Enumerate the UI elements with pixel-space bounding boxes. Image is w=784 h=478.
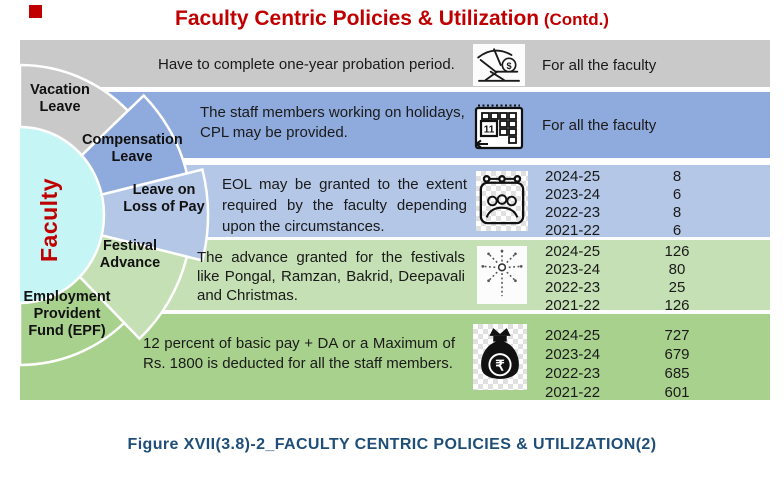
stat-year: 2023-24 [545,346,601,363]
row-4-description: The advance granted for the festivals li… [197,249,465,304]
stat-value: 6 [672,186,682,203]
stat-value: 25 [668,279,686,296]
wedge-label-festival-advance: Festival Advance [99,238,161,271]
calendar-grid-icon: 11 [469,99,527,153]
stat-year: 2024-25 [545,243,601,260]
wedge-label-epf: Employment Provident Fund (EPF) [23,289,111,339]
stat-row: 2024-25 727 [545,326,701,345]
row-band-vacation-leave [20,40,770,87]
stat-year: 2023-24 [545,261,601,278]
stat-value: 126 [664,243,690,260]
slide-title-suffix: (Contd.) [539,10,609,29]
stat-year: 2024-25 [545,168,601,185]
money-bag-rupee-icon: ₹ [473,324,527,390]
calendar-day-glyph: 11 [484,125,495,136]
stat-row: 2024-25 126 [545,243,701,261]
row-5-stats: 2024-25 727 2023-24 679 2022-23 685 2021… [545,326,701,402]
row-3-description: EOL may be granted to the extent require… [222,176,467,235]
row-4-stats: 2024-25 126 2023-24 80 2022-23 25 2021-2… [545,243,701,315]
faculty-hub-label: Faculty [36,177,62,263]
slide-title: Faculty Centric Policies & Utilization (… [0,7,784,31]
faculty-fan-diagram [20,63,210,367]
stat-row: 2022-23 685 [545,364,701,383]
row-1-note: For all the faculty [542,57,657,74]
stat-row: 2023-24 679 [545,345,701,364]
slide-title-main: Faculty Centric Policies & Utilization [175,7,540,30]
stat-row: 2021-22 6 [545,222,701,240]
stat-row: 2022-23 8 [545,204,701,222]
stat-row: 2023-24 6 [545,186,701,204]
row-5-description: 12 percent of basic pay + DA or a Maximu… [143,335,455,372]
stat-value: 80 [668,261,686,278]
stat-year: 2022-23 [545,365,601,382]
stat-value: 727 [664,327,690,344]
fireworks-icon [477,246,527,304]
stat-row: 2024-25 8 [545,168,701,186]
figure-caption: Figure XVII(3.8)-2_FACULTY CENTRIC POLIC… [127,436,657,453]
stat-value: 601 [664,384,690,401]
faculty-hub-circle [20,125,106,305]
stat-year: 2022-23 [545,204,601,221]
wedge-label-vacation-leave: Vacation Leave [30,82,90,115]
corner-marker [29,5,42,18]
row-1-description: Have to complete one-year probation peri… [158,56,455,73]
row-2-note: For all the faculty [542,117,657,134]
calendar-people-icon [476,171,528,231]
stat-value: 8 [672,204,682,221]
stat-row: 2021-22 126 [545,297,701,315]
stat-value: 6 [672,222,682,239]
stat-value: 679 [664,346,690,363]
stat-value: 8 [672,168,682,185]
stat-year: 2023-24 [545,186,601,203]
stat-year: 2021-22 [545,297,601,314]
stat-value: 126 [664,297,690,314]
vacation-beach-money-icon: $ [473,44,525,86]
stat-year: 2021-22 [545,222,601,239]
wedge-leave-on-loss-of-pay [20,167,210,263]
rupee-glyph: ₹ [495,358,504,374]
row-3-stats: 2024-25 8 2023-24 6 2022-23 8 2021-22 6 [545,168,701,240]
stat-row: 2023-24 80 [545,261,701,279]
stat-row: 2021-22 601 [545,383,701,402]
row-2-description: The staff members working on holidays, C… [200,104,465,141]
wedge-label-compensation-leave: Compensation Leave [82,132,183,165]
stat-year: 2021-22 [545,384,601,401]
stat-year: 2022-23 [545,279,601,296]
stat-value: 685 [664,365,690,382]
stat-row: 2022-23 25 [545,279,701,297]
dollar-glyph: $ [506,61,511,71]
stat-year: 2024-25 [545,327,601,344]
wedge-label-leave-on-loss-of-pay: Leave on Loss of Pay [123,182,205,215]
